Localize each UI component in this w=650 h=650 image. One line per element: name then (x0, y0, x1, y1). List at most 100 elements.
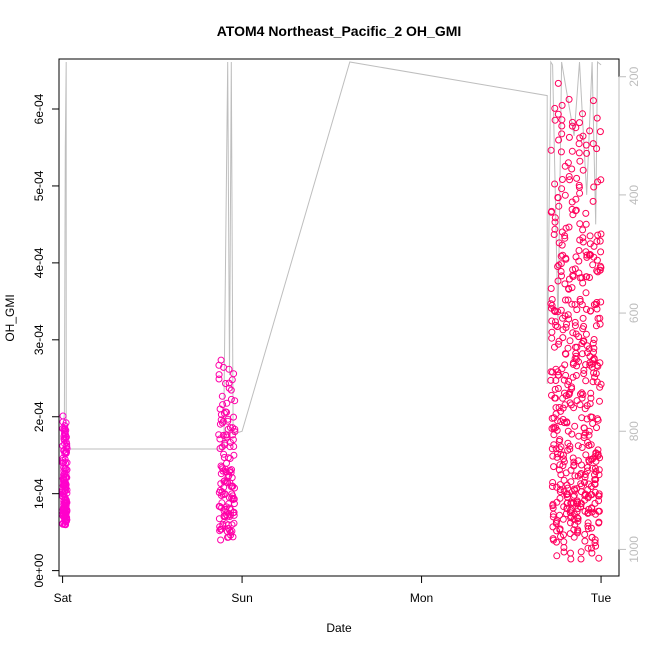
data-point (575, 149, 583, 157)
data-point (576, 119, 583, 127)
data-point (570, 461, 578, 469)
data-point (572, 195, 580, 203)
data-point (575, 140, 583, 148)
data-point (552, 321, 560, 329)
data-point (547, 146, 555, 154)
data-point (585, 431, 593, 439)
data-point (229, 424, 237, 432)
data-point (576, 220, 584, 228)
data-point (573, 306, 581, 314)
data-point (548, 334, 556, 342)
data-point (583, 305, 590, 313)
data-point (550, 463, 558, 471)
data-point (551, 343, 558, 351)
data-point (577, 548, 585, 556)
x-tick-label: Tue (591, 591, 612, 605)
data-point (217, 536, 225, 544)
data-point (579, 110, 586, 118)
data-point (587, 441, 595, 449)
data-point (581, 478, 588, 486)
data-point (560, 538, 568, 546)
data-point (595, 554, 603, 562)
data-point (570, 458, 578, 466)
data-point (556, 486, 564, 493)
data-point (578, 301, 586, 309)
data-point (231, 397, 239, 405)
data-point (230, 370, 238, 378)
data-point (230, 495, 238, 503)
data-point (597, 176, 605, 184)
y-axis-left: 0e+00 1e-04 2e-04 3e-04 4e-04 5e-04 6e-04 (32, 93, 60, 587)
data-point (230, 413, 237, 421)
data-point (576, 189, 584, 197)
data-point (548, 445, 556, 453)
data-point (596, 397, 603, 405)
data-point (217, 416, 225, 424)
data-point (575, 247, 583, 254)
data-point (63, 445, 71, 453)
data-point (226, 443, 234, 451)
data-point (587, 524, 595, 532)
chart-title: ATOM4 Northeast_Pacific_2 OH_GMI (217, 23, 462, 39)
data-point (562, 350, 570, 358)
data-point (589, 420, 597, 427)
data-point (574, 527, 582, 535)
data-point (551, 394, 559, 402)
data-point (551, 218, 559, 226)
data-point (63, 474, 71, 481)
data-point (231, 484, 238, 492)
data-point (560, 458, 568, 466)
data-point (548, 483, 556, 490)
data-point (223, 478, 231, 486)
data-point (559, 462, 567, 470)
y-tick-label: 2e-04 (32, 401, 46, 432)
data-point (582, 377, 590, 385)
data-point (556, 494, 564, 502)
data-point (565, 133, 573, 141)
data-point (594, 362, 602, 370)
data-point (590, 183, 598, 191)
data-point (593, 267, 601, 275)
data-point (587, 394, 595, 402)
y-tick-label: 4e-04 (32, 247, 46, 278)
data-point (573, 174, 581, 182)
data-point (564, 159, 572, 167)
data-point (568, 122, 576, 130)
data-point (579, 279, 587, 287)
data-point (573, 362, 581, 370)
data-point (581, 531, 589, 538)
data-point (588, 549, 596, 557)
data-point (583, 273, 591, 281)
data-point (560, 548, 568, 556)
data-point (555, 136, 563, 144)
data-point (215, 371, 223, 379)
data-point (561, 361, 569, 369)
data-point (572, 207, 580, 215)
data-point (592, 476, 600, 483)
data-point (62, 426, 70, 434)
data-point (584, 509, 592, 517)
data-point (230, 451, 238, 459)
data-point (564, 381, 572, 389)
data-point (558, 272, 565, 280)
pressure-line (62, 60, 602, 450)
data-point (596, 454, 604, 462)
data-point (578, 394, 586, 402)
data-point (565, 173, 573, 180)
data-point (548, 296, 556, 303)
data-point (578, 350, 586, 358)
data-point (551, 116, 559, 124)
data-point (559, 334, 567, 342)
y2-tick-label: 1000 (627, 536, 641, 563)
data-point (558, 241, 566, 249)
data-point (230, 508, 238, 516)
data-point (593, 256, 601, 264)
data-point (558, 228, 566, 236)
plot-area-border (58, 58, 620, 577)
data-point (589, 455, 596, 463)
data-point (579, 314, 587, 322)
data-point (562, 296, 569, 304)
data-point (580, 424, 588, 432)
data-point (573, 343, 581, 351)
